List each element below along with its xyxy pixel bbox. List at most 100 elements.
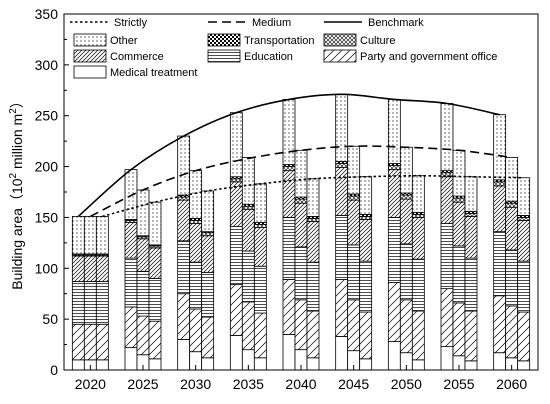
bar-segment <box>464 360 478 371</box>
bar-segment <box>347 195 361 201</box>
bar-segment <box>517 360 531 371</box>
bar-segment <box>83 255 97 282</box>
legend-swatch <box>323 49 357 63</box>
bar-segment <box>517 311 531 362</box>
bar-segment <box>464 212 478 217</box>
bar-segment <box>452 197 466 203</box>
bar-segment <box>440 176 454 224</box>
bar-segment <box>452 201 466 247</box>
bar-segment <box>505 249 519 307</box>
bar-segment <box>71 255 85 282</box>
bar-segment <box>177 199 191 242</box>
bar-segment <box>306 221 320 263</box>
bar-segment <box>148 278 162 322</box>
x-tick-label: 2020 <box>75 376 106 392</box>
bar-segment <box>124 222 138 259</box>
bar-segment <box>294 198 308 204</box>
bar-segment <box>440 172 454 178</box>
bar-segment <box>241 157 255 205</box>
y-tick-label: 150 <box>35 209 59 225</box>
bar-segment <box>347 199 361 246</box>
bar-segment <box>148 247 162 279</box>
legend: Strictly Medium Benchmark Other Transportati… <box>70 17 497 79</box>
legend-label: Other <box>110 35 138 47</box>
bar-segment <box>464 216 478 259</box>
bar-segment <box>452 302 466 357</box>
bar-segment <box>399 194 413 200</box>
bar-segment <box>387 99 401 164</box>
bar-segment <box>387 341 401 371</box>
bar-segment <box>201 316 215 359</box>
bar-segment <box>359 311 373 360</box>
bar-segment <box>387 282 401 342</box>
bar-segment <box>177 196 191 201</box>
x-tick-label: 2055 <box>443 376 474 392</box>
bar-segment <box>189 261 203 310</box>
bar-segment <box>148 320 162 360</box>
bar-segment <box>282 333 296 371</box>
y-tick-label: 100 <box>35 260 59 276</box>
bar-segment <box>359 176 373 215</box>
bar-segment <box>517 177 531 216</box>
bar-segment <box>440 103 454 172</box>
bar-segment <box>335 167 349 216</box>
bar-segment <box>387 217 401 283</box>
bar-segment <box>229 112 243 178</box>
legend-label: Education <box>244 51 293 63</box>
bar-segment <box>253 227 267 267</box>
bar-segment <box>282 279 296 335</box>
bar-segment <box>148 358 162 371</box>
bar-segment <box>71 323 85 361</box>
bar-segment <box>253 183 267 223</box>
legend-swatch <box>207 33 241 47</box>
bar-segment <box>505 202 519 208</box>
bar-segment <box>282 170 296 218</box>
bar-segment <box>95 216 109 255</box>
bar-segment <box>335 214 349 280</box>
bar-segment <box>189 308 203 353</box>
legend-label: Benchmark <box>368 17 424 29</box>
bar-segment <box>411 258 425 312</box>
bar-segment <box>411 310 425 361</box>
trend-lines-layer <box>77 93 524 218</box>
bar-segment <box>359 358 373 371</box>
bar-segment <box>201 235 215 273</box>
bar-segment <box>189 220 203 224</box>
bar-segment <box>241 301 255 351</box>
bar-segment <box>505 157 519 202</box>
bar-segment <box>335 279 349 337</box>
bar-segment <box>229 178 243 183</box>
bar-segment <box>294 246 308 301</box>
bar-segment <box>282 217 296 280</box>
legend-label: Party and government office <box>360 51 497 63</box>
bar-segment <box>177 135 191 196</box>
bar-segment <box>253 312 267 359</box>
y-tick-label: 350 <box>35 6 59 22</box>
bar-segment <box>411 175 425 213</box>
bar-segment <box>399 146 413 194</box>
bar-segment <box>359 219 373 262</box>
bar-segment <box>148 201 162 246</box>
legend-swatch <box>73 49 107 63</box>
bar-segment <box>452 245 466 304</box>
bar-segment <box>201 357 215 371</box>
y-axis: 0 50 100 150 200 250 300 350 <box>35 6 69 378</box>
bar-segment <box>440 223 454 290</box>
bar-segment <box>411 359 425 371</box>
x-tick-label: 2045 <box>338 376 369 392</box>
bar-segment <box>359 260 373 313</box>
legend-swatch <box>73 65 107 79</box>
bar-segment <box>294 299 308 351</box>
bar-segment <box>124 257 138 308</box>
bar-segment <box>306 357 320 371</box>
y-tick-label: 50 <box>42 311 58 327</box>
bar-segment <box>335 336 349 371</box>
bar-segment <box>399 299 413 354</box>
x-tick-label: 2050 <box>391 376 422 392</box>
bar-segment <box>505 206 519 251</box>
bar-segment <box>71 281 85 325</box>
bar-segment <box>83 323 97 361</box>
legend-label: Medium <box>252 17 291 29</box>
y-tick-label: 0 <box>50 362 58 378</box>
